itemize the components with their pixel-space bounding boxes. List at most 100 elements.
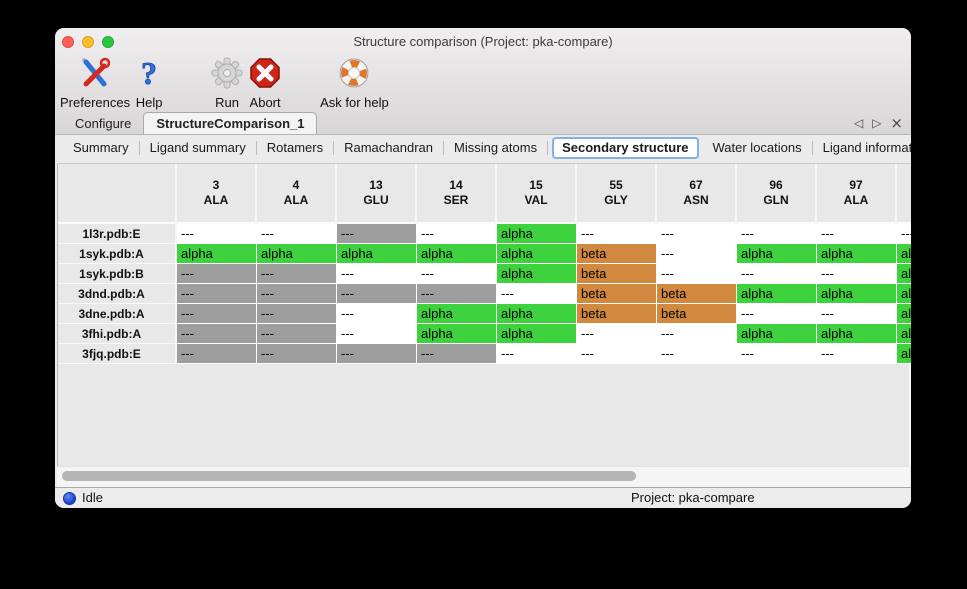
abort-button[interactable]: Abort xyxy=(248,56,282,110)
structure-cell-beta[interactable]: beta xyxy=(657,304,737,324)
structure-cell-alpha[interactable]: alpha xyxy=(497,304,577,324)
structure-cell-alpha[interactable]: alpha xyxy=(897,324,911,344)
close-tab-icon[interactable]: × xyxy=(890,114,903,132)
structure-cell-blank[interactable]: --- xyxy=(737,344,817,364)
row-label[interactable]: 3dnd.pdb:A xyxy=(58,284,177,304)
structure-cell-alpha[interactable]: alpha xyxy=(817,324,897,344)
row-label[interactable]: 3fhi.pdb:A xyxy=(58,324,177,344)
structure-cell-alpha[interactable]: alpha xyxy=(737,324,817,344)
structure-cell-blank[interactable]: --- xyxy=(337,264,417,284)
structure-cell-blank[interactable]: --- xyxy=(817,304,897,324)
structure-cell-missing[interactable]: --- xyxy=(417,344,497,364)
structure-cell-alpha[interactable]: alpha xyxy=(417,324,497,344)
row-label[interactable]: 3dne.pdb:A xyxy=(58,304,177,324)
structure-cell-alpha[interactable]: alpha xyxy=(177,244,257,264)
structure-cell-alpha[interactable]: alpha xyxy=(417,244,497,264)
structure-cell-blank[interactable]: --- xyxy=(657,324,737,344)
subtab-water-locations[interactable]: Water locations xyxy=(703,141,813,155)
structure-cell-blank[interactable]: --- xyxy=(337,324,417,344)
structure-cell-alpha[interactable]: alpha xyxy=(497,224,577,244)
structure-cell-blank[interactable]: --- xyxy=(817,264,897,284)
structure-cell-alpha[interactable]: alpha xyxy=(817,284,897,304)
structure-cell-missing[interactable]: --- xyxy=(177,264,257,284)
structure-cell-beta[interactable]: beta xyxy=(577,304,657,324)
column-header-14[interactable]: 14 SER xyxy=(417,164,497,224)
structure-cell-missing[interactable]: --- xyxy=(177,324,257,344)
column-header-67[interactable]: 67 ASN xyxy=(657,164,737,224)
subtab-summary[interactable]: Summary xyxy=(63,141,140,155)
structure-cell-blank[interactable]: --- xyxy=(657,244,737,264)
structure-cell-blank[interactable]: --- xyxy=(417,264,497,284)
structure-cell-blank[interactable]: --- xyxy=(897,224,911,244)
structure-cell-blank[interactable]: --- xyxy=(657,224,737,244)
minimize-window-button[interactable] xyxy=(82,36,94,48)
ask-for-help-button[interactable]: Ask for help xyxy=(320,56,389,110)
subtab-ligand-information[interactable]: Ligand information xyxy=(813,141,911,155)
structure-cell-missing[interactable]: --- xyxy=(257,344,337,364)
column-header-96[interactable]: 96 GLN xyxy=(737,164,817,224)
structure-cell-alpha[interactable]: alpha xyxy=(337,244,417,264)
row-label[interactable]: 1syk.pdb:B xyxy=(58,264,177,284)
structure-cell-missing[interactable]: --- xyxy=(337,224,417,244)
structure-cell-blank[interactable]: --- xyxy=(337,304,417,324)
structure-cell-blank[interactable]: --- xyxy=(577,224,657,244)
column-header-4[interactable]: 4 ALA xyxy=(257,164,337,224)
row-label[interactable]: 1syk.pdb:A xyxy=(58,244,177,264)
structure-cell-blank[interactable]: --- xyxy=(577,324,657,344)
close-window-button[interactable] xyxy=(62,36,74,48)
structure-cell-missing[interactable]: --- xyxy=(257,324,337,344)
structure-cell-missing[interactable]: --- xyxy=(257,284,337,304)
row-label[interactable]: 1l3r.pdb:E xyxy=(58,224,177,244)
zoom-window-button[interactable] xyxy=(102,36,114,48)
tab-configure[interactable]: Configure xyxy=(75,116,132,131)
structure-cell-missing[interactable]: --- xyxy=(417,284,497,304)
prev-tab-arrow-icon[interactable]: ◁ xyxy=(853,116,864,130)
column-header-15[interactable]: 15 VAL xyxy=(497,164,577,224)
structure-cell-blank[interactable]: --- xyxy=(817,344,897,364)
structure-cell-beta[interactable]: beta xyxy=(577,244,657,264)
structure-cell-missing[interactable]: --- xyxy=(257,304,337,324)
run-button[interactable]: Run xyxy=(210,56,244,110)
tab-structurecomparison_1[interactable]: StructureComparison_1 xyxy=(143,112,318,134)
structure-cell-blank[interactable]: --- xyxy=(737,224,817,244)
structure-cell-alpha[interactable]: alpha xyxy=(897,304,911,324)
structure-cell-alpha[interactable]: alpha xyxy=(497,244,577,264)
preferences-button[interactable]: Preferences xyxy=(60,56,130,110)
structure-cell-alpha[interactable]: alpha xyxy=(497,264,577,284)
structure-cell-blank[interactable]: --- xyxy=(657,344,737,364)
structure-cell-beta[interactable]: beta xyxy=(577,264,657,284)
structure-cell-alpha[interactable]: alpha xyxy=(257,244,337,264)
subtab-ligand-summary[interactable]: Ligand summary xyxy=(140,141,257,155)
structure-cell-blank[interactable]: --- xyxy=(737,304,817,324)
structure-cell-alpha[interactable]: alpha xyxy=(897,244,911,264)
structure-cell-alpha[interactable]: alpha xyxy=(737,244,817,264)
column-header-55[interactable]: 55 GLY xyxy=(577,164,657,224)
structure-cell-missing[interactable]: --- xyxy=(337,344,417,364)
structure-cell-missing[interactable]: --- xyxy=(177,284,257,304)
structure-cell-blank[interactable]: --- xyxy=(257,224,337,244)
structure-cell-beta[interactable]: beta xyxy=(577,284,657,304)
structure-cell-alpha[interactable]: alpha xyxy=(497,324,577,344)
row-label[interactable]: 3fjq.pdb:E xyxy=(58,344,177,364)
structure-cell-alpha[interactable]: alpha xyxy=(897,284,911,304)
next-tab-arrow-icon[interactable]: ▷ xyxy=(872,116,882,130)
column-header-3[interactable]: 3 ALA xyxy=(177,164,257,224)
structure-cell-blank[interactable]: --- xyxy=(577,344,657,364)
subtab-ramachandran[interactable]: Ramachandran xyxy=(334,141,444,155)
structure-cell-blank[interactable]: --- xyxy=(497,284,577,304)
structure-cell-alpha[interactable]: alpha xyxy=(417,304,497,324)
column-header-overflow[interactable] xyxy=(897,164,911,224)
column-header-97[interactable]: 97 ALA xyxy=(817,164,897,224)
structure-cell-blank[interactable]: --- xyxy=(737,264,817,284)
structure-cell-beta[interactable]: beta xyxy=(657,284,737,304)
subtab-secondary-structure[interactable]: Secondary structure xyxy=(552,137,699,159)
structure-cell-alpha[interactable]: alpha xyxy=(897,344,911,364)
structure-cell-missing[interactable]: --- xyxy=(257,264,337,284)
structure-cell-missing[interactable]: --- xyxy=(177,344,257,364)
subtab-missing-atoms[interactable]: Missing atoms xyxy=(444,141,549,155)
structure-cell-blank[interactable]: --- xyxy=(817,224,897,244)
horizontal-scrollbar[interactable] xyxy=(57,466,910,488)
help-button[interactable]: ? Help xyxy=(132,55,166,110)
column-header-13[interactable]: 13 GLU xyxy=(337,164,417,224)
horizontal-scrollbar-thumb[interactable] xyxy=(62,471,636,481)
